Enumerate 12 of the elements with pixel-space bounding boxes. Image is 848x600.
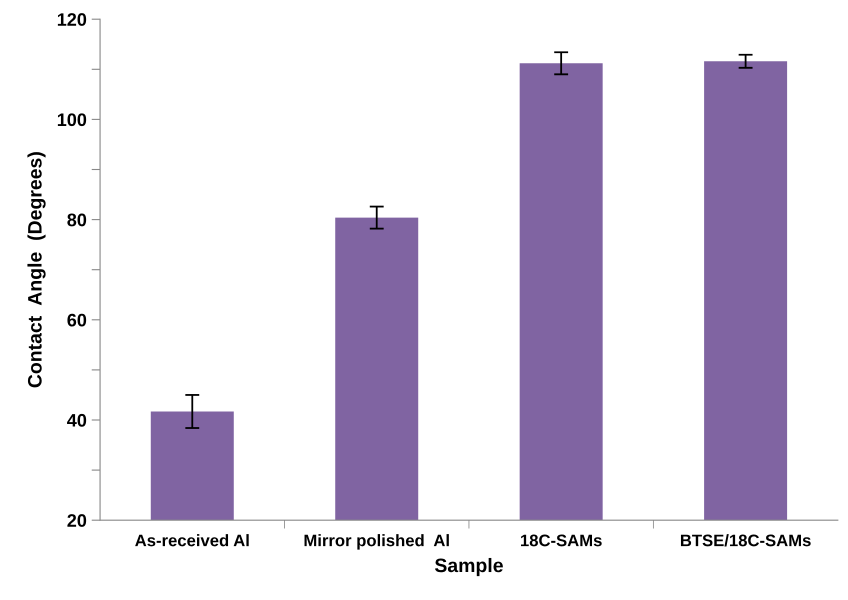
y-tick-label: 20 (67, 514, 86, 527)
y-tick-label: 40 (67, 414, 86, 427)
x-tick-label: As-received Al (135, 534, 249, 546)
y-axis-title: Contact Angle (Degrees) (27, 152, 46, 388)
x-tick-label: 18C-SAMs (521, 534, 602, 546)
y-tick-label: 120 (58, 13, 86, 26)
y-tick-label: 100 (58, 113, 86, 126)
y-tick-label: 60 (67, 314, 86, 327)
x-axis-title: Sample (434, 558, 503, 576)
y-tick-label: 80 (67, 214, 86, 226)
x-tick-label: Mirror polished Al (304, 534, 449, 550)
x-tick-label: BTSE/18C-SAMs (680, 534, 811, 546)
